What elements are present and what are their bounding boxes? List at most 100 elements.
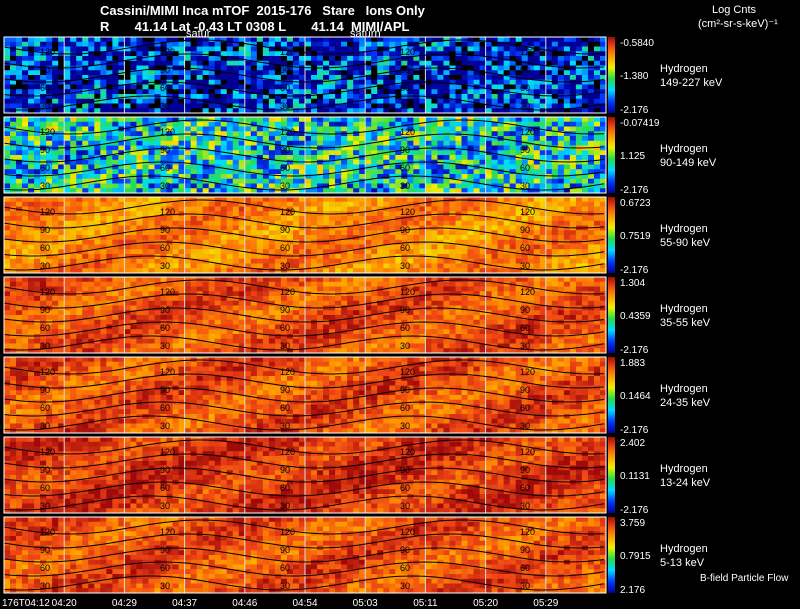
heatmap-cell [268, 103, 276, 109]
heatmap-cell [437, 37, 444, 43]
heatmap-cell [136, 164, 143, 170]
heatmap-cell [94, 136, 101, 142]
contour-label: 90 [160, 145, 170, 155]
heatmap-cell [22, 65, 29, 71]
heatmap-cell [40, 277, 47, 283]
heatmap-cell [64, 75, 71, 81]
heatmap-cell [305, 51, 312, 57]
heatmap-cell [10, 230, 17, 236]
heatmap-cell [82, 220, 89, 226]
heatmap-cell [359, 126, 366, 132]
heatmap-cell [413, 258, 420, 264]
heatmap-cell [184, 117, 191, 123]
heatmap-cell [106, 159, 113, 165]
heatmap-cell [413, 37, 420, 43]
heatmap-cell [280, 244, 288, 250]
heatmap-cell [16, 254, 23, 260]
heatmap-cell [178, 94, 185, 100]
heatmap-cell [329, 220, 336, 226]
heatmap-cell [449, 178, 456, 184]
heatmap-cell [365, 75, 372, 81]
heatmap-cell [244, 131, 252, 137]
heatmap-cell [491, 140, 498, 146]
heatmap-cell [202, 169, 209, 175]
heatmap-cell [46, 235, 53, 241]
heatmap-cell [407, 131, 414, 137]
heatmap-cell [238, 70, 246, 76]
heatmap-cell [599, 60, 607, 66]
heatmap-cell [365, 41, 372, 47]
heatmap-cell [136, 178, 143, 184]
heatmap-cell [190, 121, 197, 127]
heatmap-cell [461, 60, 468, 66]
heatmap-cell [274, 225, 282, 231]
heatmap-cell [515, 169, 523, 175]
heatmap-cell [479, 140, 486, 146]
heatmap-cell [238, 174, 246, 180]
heatmap-cell [160, 131, 167, 137]
heatmap-cell [226, 178, 234, 184]
heatmap-cell [371, 70, 378, 76]
heatmap-cell [479, 254, 486, 260]
heatmap-cell [286, 263, 294, 269]
heatmap-cell [208, 79, 215, 85]
heatmap-cell [22, 150, 29, 156]
heatmap-cell [28, 225, 35, 231]
heatmap-cell [503, 268, 510, 274]
heatmap-cell [563, 268, 571, 274]
heatmap-cell [262, 206, 270, 212]
heatmap-cell [94, 41, 101, 47]
heatmap-cell [130, 277, 137, 283]
heatmap-cell [100, 254, 107, 260]
heatmap-cell [539, 164, 547, 170]
heatmap-cell [298, 56, 306, 62]
heatmap-cell [124, 56, 131, 62]
heatmap-cell [485, 117, 492, 123]
heatmap-cell [196, 169, 203, 175]
heatmap-cell [479, 183, 486, 189]
heatmap-cell [250, 56, 258, 62]
heatmap-cell [202, 37, 209, 43]
heatmap-cell [419, 75, 426, 81]
heatmap-cell [575, 37, 583, 43]
heatmap-cell [485, 60, 492, 66]
heatmap-cell [329, 235, 336, 241]
heatmap-cell [58, 121, 65, 127]
heatmap-cell [16, 140, 23, 146]
heatmap-cell [76, 254, 83, 260]
heatmap-cell [94, 220, 101, 226]
heatmap-cell [341, 75, 348, 81]
heatmap-cell [280, 79, 288, 85]
heatmap-cell [292, 70, 300, 76]
heatmap-cell [317, 60, 324, 66]
heatmap-cell [311, 258, 318, 264]
heatmap-cell [419, 244, 426, 250]
heatmap-cell [244, 79, 252, 85]
heatmap-cell [82, 84, 89, 90]
heatmap-cell [22, 51, 29, 57]
heatmap-cell [166, 268, 173, 274]
heatmap-cell [22, 155, 29, 161]
heatmap-cell [70, 159, 77, 165]
heatmap-cell [142, 235, 149, 241]
heatmap-cell [479, 211, 486, 217]
heatmap-cell [311, 70, 318, 76]
heatmap-cell [232, 37, 240, 43]
heatmap-cell [503, 197, 510, 203]
heatmap-cell [377, 108, 384, 114]
heatmap-cell [172, 211, 179, 217]
heatmap-cell [160, 41, 167, 47]
heatmap-cell [431, 150, 438, 156]
heatmap-cell [455, 254, 462, 260]
heatmap-cell [401, 201, 408, 207]
heatmap-cell [455, 169, 462, 175]
heatmap-cell [467, 145, 474, 151]
heatmap-cell [539, 41, 547, 47]
heatmap-cell [377, 89, 384, 95]
heatmap-cell [491, 258, 498, 264]
heatmap-cell [274, 98, 282, 104]
heatmap-cell [317, 201, 324, 207]
heatmap-cell [268, 183, 276, 189]
heatmap-cell [118, 268, 125, 274]
heatmap-cell [88, 225, 95, 231]
